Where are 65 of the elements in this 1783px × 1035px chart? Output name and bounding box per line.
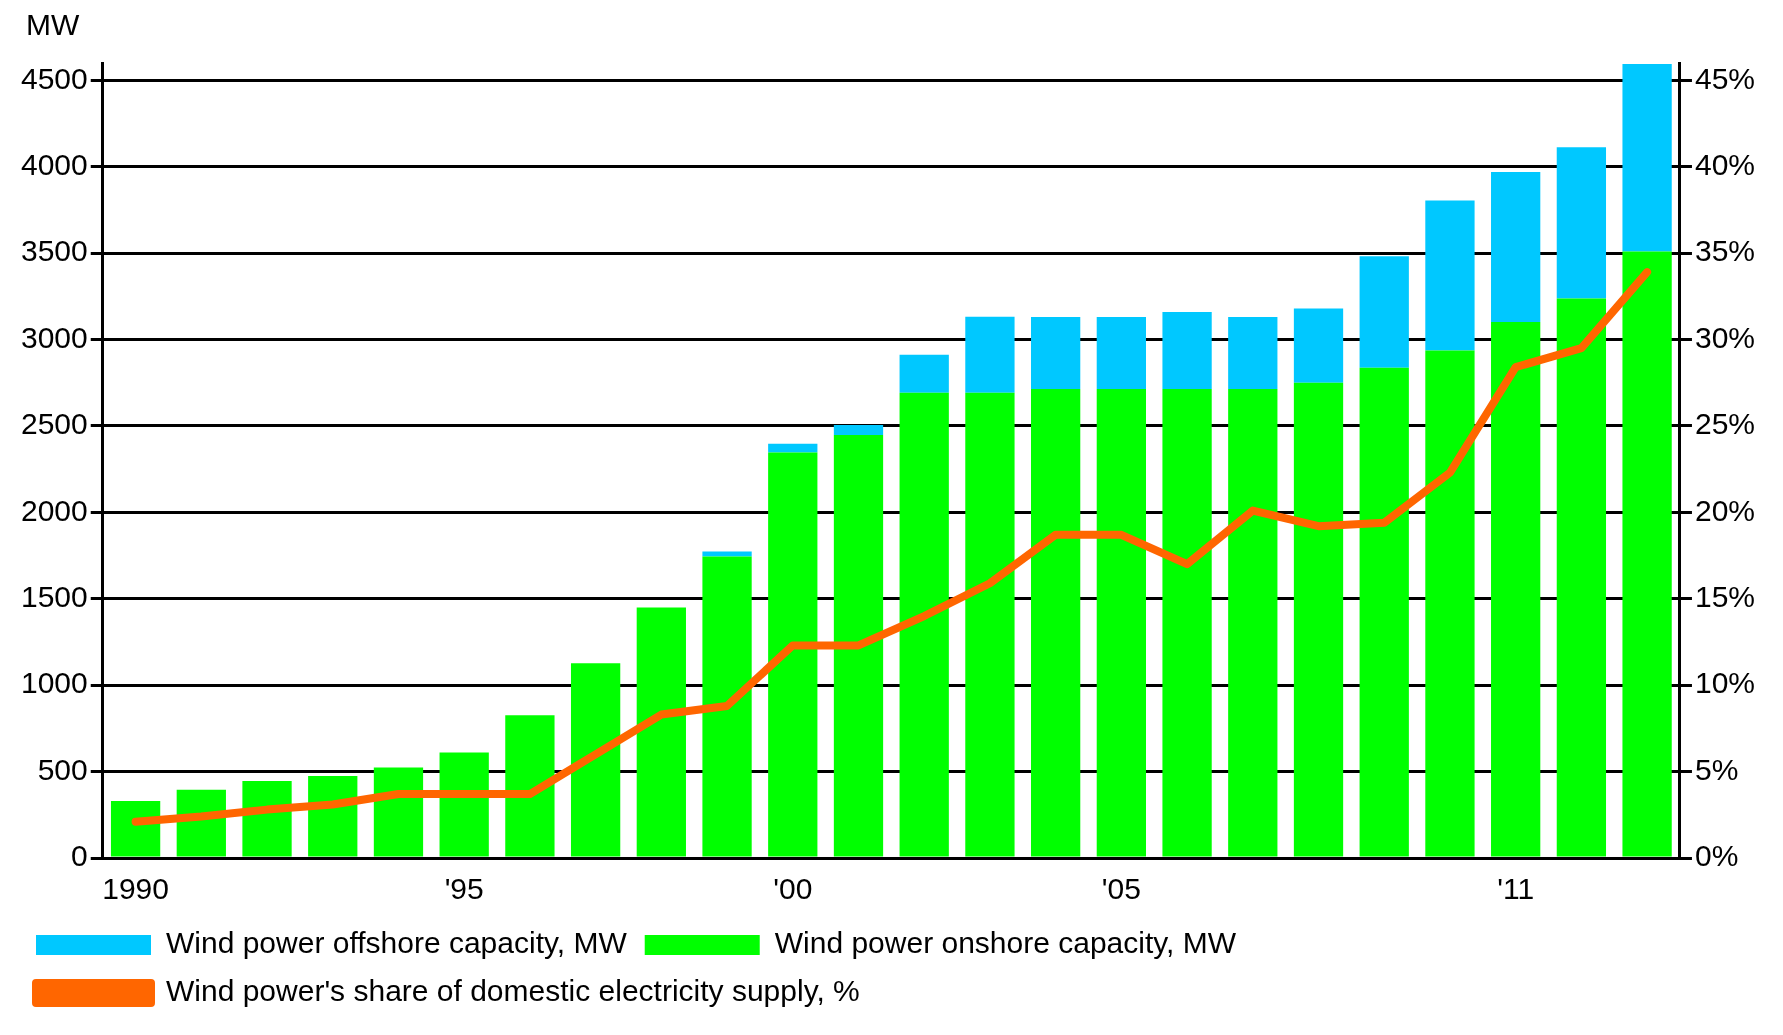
- bar: [899, 354, 949, 393]
- y-axis-title: MW: [26, 8, 80, 42]
- bar: [1228, 388, 1278, 857]
- bar: [110, 800, 161, 857]
- bar: [1622, 64, 1672, 252]
- bar: [702, 551, 752, 557]
- bar: [965, 392, 1015, 857]
- bar: [570, 663, 621, 857]
- bar: [1622, 251, 1672, 857]
- y2-tick-label: 0%: [1694, 839, 1739, 873]
- bar: [439, 752, 489, 857]
- y2-tick-label: 45%: [1694, 61, 1755, 95]
- y-tick-label: 500: [37, 752, 88, 786]
- bar: [833, 434, 884, 857]
- bar: [1491, 171, 1541, 323]
- bar: [1096, 317, 1146, 389]
- bar: [1359, 256, 1409, 368]
- bar: [833, 425, 884, 435]
- y2-tick-label: 5%: [1694, 752, 1739, 786]
- y-tick-label: 3000: [20, 320, 88, 354]
- bar: [768, 452, 818, 857]
- bar: [1425, 350, 1475, 857]
- bar: [1491, 322, 1541, 857]
- bar: [1031, 317, 1081, 389]
- y2-tick-label: 30%: [1694, 320, 1755, 354]
- bar: [1228, 317, 1278, 389]
- bar: [1293, 308, 1344, 383]
- bar: [1425, 200, 1475, 351]
- bar: [1031, 388, 1081, 857]
- y2-tick-label: 10%: [1694, 666, 1755, 700]
- bar: [505, 715, 555, 857]
- y-tick-label: 3500: [20, 234, 88, 268]
- y-tick-label: 1500: [20, 580, 88, 614]
- y2-tick-label: 35%: [1694, 234, 1755, 268]
- y-tick-label: 2500: [20, 407, 88, 441]
- legend-label: Wind power onshore capacity, MW: [774, 926, 1237, 960]
- bar: [1359, 367, 1409, 857]
- y-tick-label: 2000: [20, 493, 88, 527]
- y2-tick-label: 15%: [1694, 580, 1755, 614]
- bar: [1162, 312, 1212, 389]
- x-tick-label: '00: [773, 872, 813, 906]
- y-tick-label: 4500: [20, 61, 88, 95]
- y-tick-label: 1000: [20, 666, 88, 700]
- y-tick-label: 0: [71, 839, 88, 873]
- bar: [899, 392, 949, 857]
- bar: [768, 443, 818, 453]
- x-tick-label: '95: [444, 872, 484, 906]
- bar: [1096, 388, 1146, 857]
- x-tick-label: '11: [1497, 872, 1535, 906]
- bar: [1556, 147, 1607, 299]
- bar: [373, 767, 424, 857]
- y-tick-label: 4000: [20, 147, 88, 181]
- legend-label: Wind power offshore capacity, MW: [166, 926, 628, 960]
- bar: [702, 556, 752, 857]
- bar: [1293, 382, 1344, 857]
- y2-tick-label: 40%: [1694, 147, 1755, 181]
- legend-label: Wind power's share of domestic electricity supply, %: [166, 974, 860, 1008]
- bar: [1556, 298, 1607, 857]
- bar: [636, 607, 686, 857]
- bar: [1162, 388, 1212, 857]
- bar: [965, 316, 1015, 393]
- x-tick-label: 1990: [102, 872, 169, 906]
- y2-tick-label: 20%: [1694, 493, 1755, 527]
- y2-tick-label: 25%: [1694, 407, 1755, 441]
- x-tick-label: '05: [1101, 872, 1141, 906]
